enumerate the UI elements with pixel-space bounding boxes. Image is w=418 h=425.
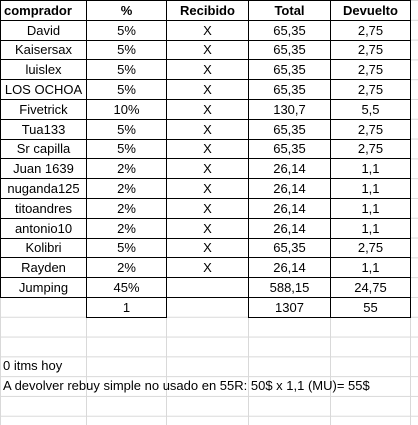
table-cell[interactable]: Juan 1639	[0, 158, 87, 180]
table-cell[interactable]: Kaisersax	[0, 39, 87, 61]
table-cell[interactable]: Rayden	[0, 257, 87, 279]
table-cell[interactable]: 65,35	[248, 79, 331, 100]
table-cell[interactable]: X	[166, 118, 249, 140]
table-cell[interactable]: 1,1	[330, 178, 411, 199]
header-cell[interactable]: %	[86, 0, 167, 21]
table-cell[interactable]: 24,75	[330, 277, 411, 298]
table-cell[interactable]: 26,14	[248, 158, 331, 180]
total-cell[interactable]: 55	[330, 297, 411, 318]
table-cell[interactable]: antonio10	[0, 217, 87, 239]
table-cell[interactable]: 45%	[86, 277, 167, 298]
table-cell[interactable]: 2%	[86, 217, 167, 239]
table-cell[interactable]: 26,14	[248, 217, 331, 239]
table-cell[interactable]: Kolibri	[0, 237, 87, 259]
total-cell[interactable]: 1	[86, 297, 167, 318]
note: A devolver rebuy simple no usado en 55R:…	[3, 378, 370, 394]
table-cell[interactable]: LOS OCHOA	[0, 79, 87, 100]
table-cell[interactable]: Jumping	[0, 277, 87, 298]
table-cell[interactable]: X	[166, 99, 249, 120]
table-cell[interactable]: 26,14	[248, 178, 331, 199]
table-cell[interactable]: 2,75	[330, 138, 411, 160]
note: 0 itms hoy	[3, 358, 63, 374]
table-cell[interactable]: Sr capilla	[0, 138, 87, 160]
table-cell[interactable]: 5,5	[330, 99, 411, 120]
table-cell[interactable]: 1,1	[330, 217, 411, 239]
table-cell[interactable]: 588,15	[248, 277, 331, 298]
table-cell[interactable]: David	[0, 19, 87, 41]
table-cell[interactable]: X	[166, 39, 249, 61]
table-cell[interactable]: 5%	[86, 118, 167, 140]
table-cell[interactable]: 5%	[86, 59, 167, 81]
table-cell[interactable]: 65,35	[248, 19, 331, 41]
table-cell[interactable]: 65,35	[248, 237, 331, 259]
table-cell[interactable]: 26,14	[248, 257, 331, 279]
table-cell[interactable]: 5%	[86, 19, 167, 41]
table-cell[interactable]: 1,1	[330, 158, 411, 180]
table-cell[interactable]: 65,35	[248, 59, 331, 81]
table-cell[interactable]: X	[166, 19, 249, 41]
table-cell[interactable]: 1,1	[330, 198, 411, 219]
table-cell[interactable]: 65,35	[248, 39, 331, 61]
table-cell[interactable]: X	[166, 257, 249, 279]
table-cell[interactable]: titoandres	[0, 198, 87, 219]
table-cell[interactable]: 10%	[86, 99, 167, 120]
table-cell[interactable]: X	[166, 178, 249, 199]
table-cell[interactable]: X	[166, 237, 249, 259]
table-cell[interactable]: 65,35	[248, 118, 331, 140]
table-cell[interactable]	[166, 277, 249, 298]
table-cell[interactable]: X	[166, 79, 249, 100]
table-cell[interactable]: 26,14	[248, 198, 331, 219]
table-cell[interactable]: 2,75	[330, 39, 411, 61]
total-cell[interactable]: 1307	[248, 297, 331, 318]
table-cell[interactable]: 2,75	[330, 237, 411, 259]
table-cell[interactable]: 65,35	[248, 138, 331, 160]
table-cell[interactable]: luislex	[0, 59, 87, 81]
table-cell[interactable]: X	[166, 138, 249, 160]
header-cell[interactable]: comprador	[0, 0, 87, 21]
table-cell[interactable]: 5%	[86, 79, 167, 100]
table-cell[interactable]: 130,7	[248, 99, 331, 120]
table-cell[interactable]: 2,75	[330, 19, 411, 41]
table-cell[interactable]: X	[166, 198, 249, 219]
table-cell[interactable]: 5%	[86, 39, 167, 61]
table-cell[interactable]: 2,75	[330, 79, 411, 100]
table-cell[interactable]: Tua133	[0, 118, 87, 140]
table-cell[interactable]: X	[166, 59, 249, 81]
table-cell[interactable]: 5%	[86, 138, 167, 160]
table-cell[interactable]: nuganda125	[0, 178, 87, 199]
table-cell[interactable]: 1,1	[330, 257, 411, 279]
table-cell[interactable]: 2%	[86, 158, 167, 180]
table-cell[interactable]: 2%	[86, 198, 167, 219]
table-cell[interactable]: X	[166, 217, 249, 239]
table-cell[interactable]: 2%	[86, 178, 167, 199]
table-cell[interactable]: 2%	[86, 257, 167, 279]
header-cell[interactable]: Total	[248, 0, 331, 21]
table-cell[interactable]: 2,75	[330, 59, 411, 81]
header-cell[interactable]: Recibido	[166, 0, 249, 21]
table-cell[interactable]: Fivetrick	[0, 99, 87, 120]
header-cell[interactable]: Devuelto	[330, 0, 411, 21]
table-cell[interactable]: 2,75	[330, 118, 411, 140]
table-cell[interactable]: X	[166, 158, 249, 180]
table-cell[interactable]: 5%	[86, 237, 167, 259]
